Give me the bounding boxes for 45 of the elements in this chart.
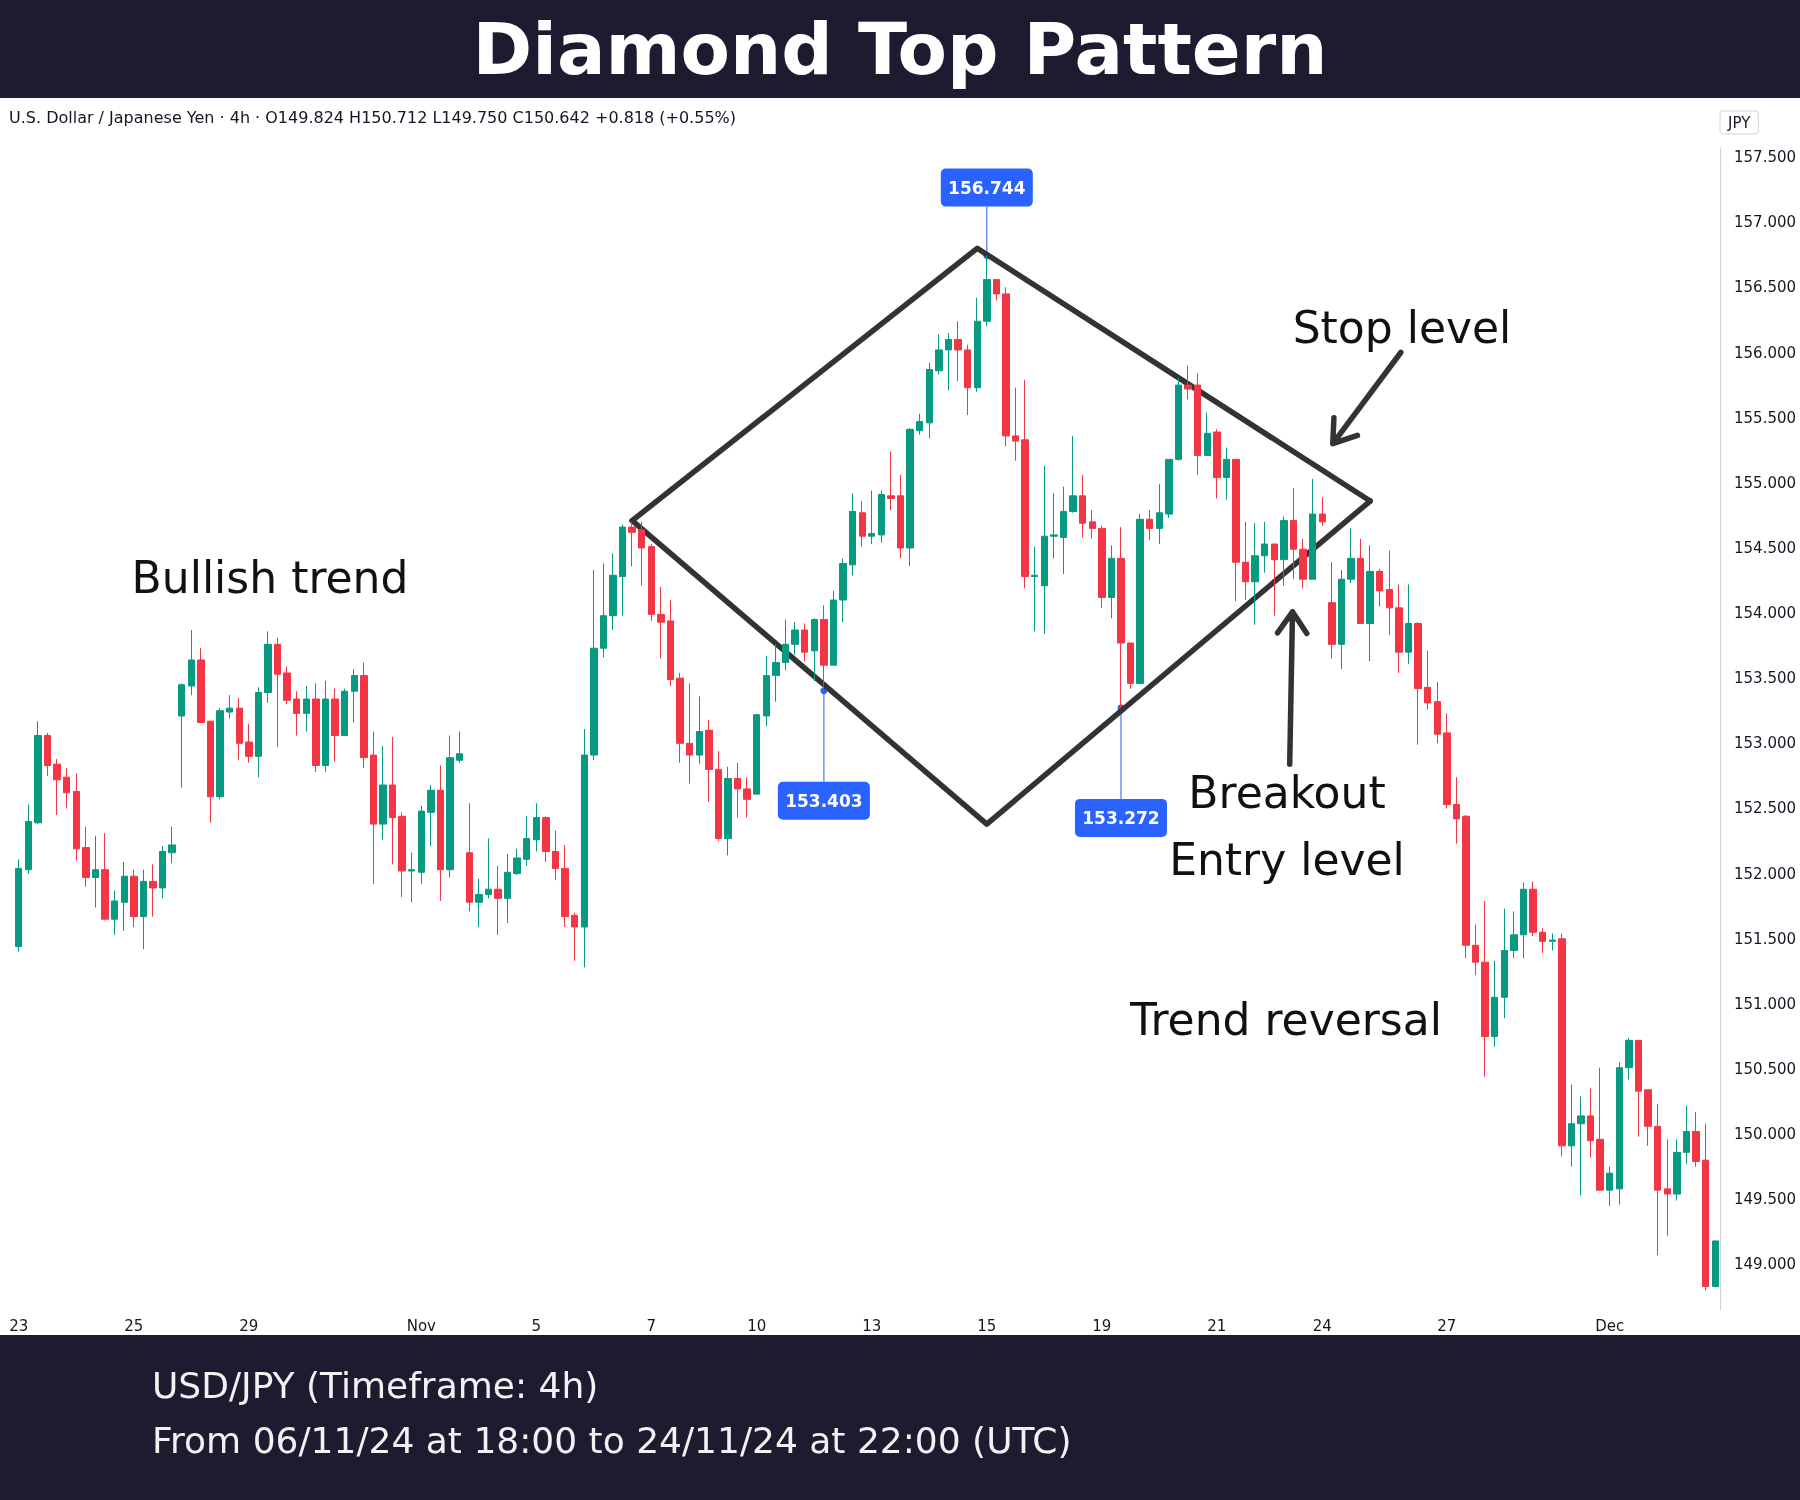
y-tick-label: 151.500: [1734, 929, 1797, 948]
x-tick-label: 29: [239, 1316, 259, 1335]
x-tick-label: 5: [531, 1316, 542, 1335]
x-tick-label: 21: [1207, 1316, 1227, 1335]
y-tick-label: 154.500: [1734, 538, 1797, 557]
y-tick-label: 155.000: [1734, 473, 1797, 492]
y-tick-label: 156.000: [1734, 343, 1797, 362]
y-tick-label: 157.000: [1734, 213, 1797, 232]
text: From 06/11/24 at 18:00 to 24/11/24 at 22:00 (UTC): [152, 1420, 1072, 1461]
x-tick-label: 27: [1437, 1316, 1457, 1335]
text: USD/JPY (Timeframe: 4h): [152, 1365, 599, 1406]
y-tick-label: 155.500: [1734, 408, 1797, 427]
annotation: Bullish trend: [131, 551, 409, 603]
x-tick-label: Dec: [1595, 1316, 1625, 1335]
annotation: 153.403: [785, 790, 863, 811]
x-tick-label: 23: [9, 1316, 29, 1335]
annotation: 156.744: [948, 177, 1026, 198]
x-tick-label: 15: [977, 1316, 997, 1335]
y-tick-label: 153.000: [1734, 734, 1797, 753]
x-tick-label: 24: [1312, 1316, 1332, 1335]
annotation: Stop level: [1292, 301, 1512, 353]
y-tick-label: 150.500: [1734, 1060, 1797, 1078]
annotation: 153.272: [1082, 807, 1160, 828]
y-tick-label: 149.000: [1734, 1255, 1797, 1274]
y-tick-label: 156.500: [1734, 278, 1797, 297]
chart-title: Diamond Top Pattern: [0, 0, 1800, 98]
annotation: Breakout: [1188, 766, 1386, 818]
x-tick-label: 13: [862, 1316, 882, 1335]
y-tick-label: 157.500: [1734, 148, 1797, 167]
y-tick-label: 150.000: [1734, 1125, 1797, 1144]
y-tick-label: 152.000: [1734, 864, 1797, 883]
annotation: Entry level: [1169, 833, 1405, 885]
x-tick-label: Nov: [406, 1316, 437, 1335]
text: U.S. Dollar / Japanese Yen · 4h · O149.824 H150.712 L149.750 C150.642 +0.818 (+0.55%): [9, 107, 736, 127]
x-tick-label: 7: [646, 1316, 657, 1335]
y-tick-label: 154.000: [1734, 604, 1797, 623]
x-tick-label: 19: [1092, 1316, 1112, 1335]
y-tick-label: 151.000: [1734, 994, 1797, 1013]
y-tick-label: 152.500: [1734, 799, 1797, 818]
x-tick-label: 25: [124, 1316, 144, 1335]
annotation: Trend reversal: [1129, 993, 1442, 1045]
y-tick-label: 149.500: [1734, 1190, 1797, 1209]
y-axis-title: JPY: [1727, 113, 1752, 132]
x-tick-label: 10: [747, 1316, 767, 1335]
y-tick-label: 153.500: [1734, 669, 1797, 688]
